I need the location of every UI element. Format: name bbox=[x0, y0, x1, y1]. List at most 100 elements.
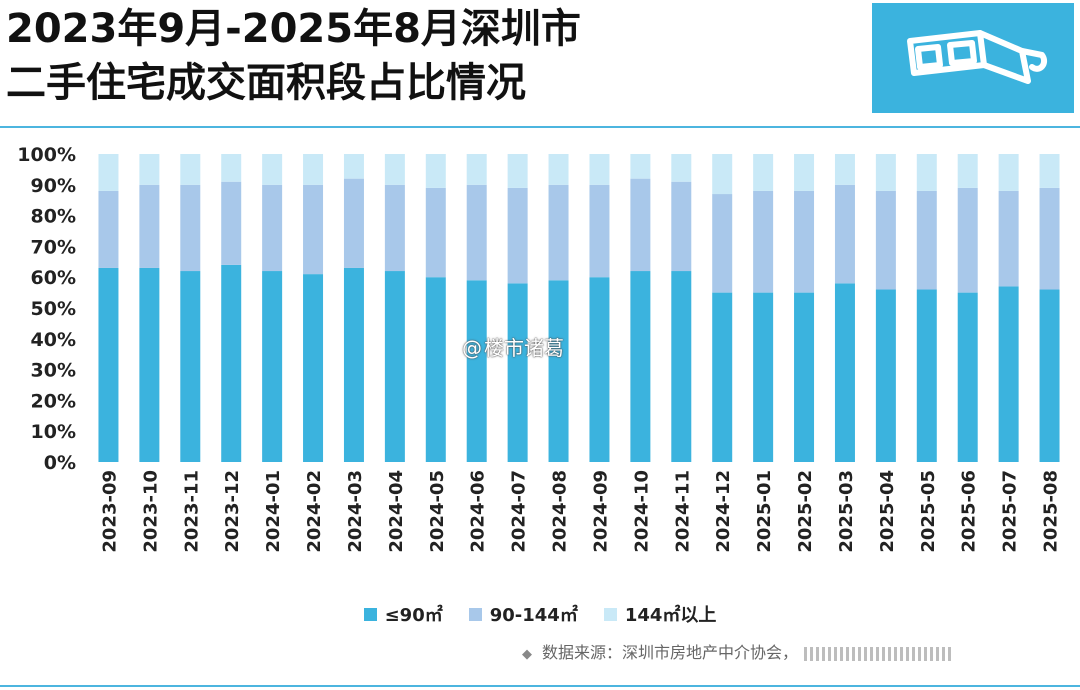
x-tick-label: 2025-07 bbox=[1000, 470, 1021, 553]
x-tick-label: 2024-11 bbox=[672, 470, 693, 553]
bar-segment bbox=[671, 154, 692, 182]
bar-segment bbox=[384, 154, 405, 185]
x-tick-label: 2024-10 bbox=[631, 470, 652, 553]
watermark-text: 楼市诸葛 bbox=[484, 336, 564, 360]
legend-swatch bbox=[603, 607, 617, 621]
bar-segment bbox=[957, 292, 978, 462]
bar-segment bbox=[1039, 187, 1060, 290]
bar-segment bbox=[671, 271, 692, 462]
legend-label: 90-144㎡ bbox=[489, 605, 578, 626]
data-source-note: ◆ 数据来源：深圳市房地产中介协会， bbox=[522, 640, 955, 666]
bar-segment bbox=[957, 187, 978, 293]
bar-segment bbox=[630, 154, 651, 179]
bars bbox=[98, 154, 1060, 462]
y-tick-label: 90% bbox=[31, 175, 76, 197]
brand-logo bbox=[872, 3, 1074, 113]
x-tick-label: 2024-07 bbox=[509, 470, 530, 553]
y-tick-label: 80% bbox=[31, 206, 76, 228]
bar-segment bbox=[384, 184, 405, 272]
bar-segment bbox=[998, 190, 1019, 287]
x-tick-label: 2025-05 bbox=[918, 470, 939, 553]
bar-segment bbox=[548, 184, 569, 281]
stacked-bar-chart: 0% 10% 20% 30% 40% 50% 60% 70% 80% 90% 100% 2023-0… bbox=[17, 144, 1061, 553]
x-tick-label: 2024-01 bbox=[263, 470, 284, 553]
bar-segment bbox=[548, 154, 569, 185]
obscured-source-text bbox=[804, 646, 955, 661]
bar-segment bbox=[98, 267, 119, 462]
bar-segment bbox=[425, 187, 446, 278]
bar-segment bbox=[834, 283, 855, 462]
legend-label: 144㎡以上 bbox=[624, 605, 717, 626]
x-tick-label: 2024-12 bbox=[713, 470, 734, 553]
x-tick-label: 2023-09 bbox=[99, 470, 120, 553]
bar-segment bbox=[466, 154, 487, 185]
watermark-at: @ bbox=[462, 336, 482, 360]
legend: ≤90㎡ 90-144㎡ 144㎡以上 bbox=[0, 600, 1080, 628]
bar-segment bbox=[834, 154, 855, 185]
bar-segment bbox=[1039, 289, 1060, 462]
bar-segment bbox=[303, 274, 324, 462]
3d-glasses-icon bbox=[907, 30, 1048, 84]
x-tick-label: 2023-12 bbox=[222, 470, 243, 553]
bar-segment bbox=[712, 292, 733, 462]
bar-segment bbox=[343, 154, 364, 179]
source-label: 数据来源：深圳市房地产中介协会， bbox=[542, 643, 799, 662]
bar-segment bbox=[221, 264, 242, 462]
x-tick-label: 2025-04 bbox=[877, 470, 898, 553]
header-divider bbox=[0, 126, 1080, 128]
y-tick-label: 100% bbox=[17, 144, 76, 166]
x-tick-label: 2024-05 bbox=[427, 470, 448, 553]
x-axis: 2023-09 2023-10 2023-11 2023-12 2024-01 2024-… bbox=[99, 470, 1061, 553]
bar-segment bbox=[712, 194, 733, 293]
x-tick-label: 2024-03 bbox=[345, 470, 366, 553]
y-tick-label: 20% bbox=[31, 390, 76, 412]
bar-segment bbox=[671, 181, 692, 272]
bar-segment bbox=[139, 267, 160, 462]
y-tick-label: 50% bbox=[31, 298, 76, 320]
bar-segment bbox=[303, 184, 324, 275]
bar-segment bbox=[343, 267, 364, 462]
bar-segment bbox=[507, 187, 528, 284]
bar-segment bbox=[262, 184, 283, 272]
bar-segment bbox=[998, 286, 1019, 462]
bar-segment bbox=[712, 154, 733, 195]
x-tick-label: 2024-08 bbox=[550, 470, 571, 553]
footer-divider bbox=[0, 685, 1080, 687]
bar-segment bbox=[957, 154, 978, 188]
x-tick-label: 2023-11 bbox=[181, 470, 202, 553]
bar-segment bbox=[916, 190, 937, 290]
y-axis: 0% 10% 20% 30% 40% 50% 60% 70% 80% 90% 100% bbox=[17, 144, 76, 474]
bar-segment bbox=[875, 154, 896, 191]
legend-swatch bbox=[363, 607, 377, 621]
bar-segment bbox=[139, 154, 160, 185]
y-tick-label: 10% bbox=[31, 421, 76, 443]
legend-item-over-144: 144㎡以上 bbox=[603, 601, 717, 627]
chart-title: 2023年9月-2025年8月深圳市 二手住宅成交面积段占比情况 bbox=[6, 2, 706, 110]
x-tick-label: 2024-09 bbox=[590, 470, 611, 553]
bar-segment bbox=[180, 184, 201, 272]
bar-segment bbox=[794, 190, 815, 293]
x-tick-label: 2024-04 bbox=[386, 470, 407, 553]
bar-segment bbox=[875, 289, 896, 462]
bar-segment bbox=[630, 271, 651, 462]
bar-segment bbox=[589, 154, 610, 185]
bar-segment bbox=[98, 154, 119, 191]
bar-segment bbox=[425, 154, 446, 188]
x-tick-label: 2025-02 bbox=[795, 470, 816, 553]
bar-segment bbox=[916, 154, 937, 191]
y-tick-label: 70% bbox=[31, 236, 76, 258]
legend-item-90-144: 90-144㎡ bbox=[468, 601, 578, 627]
y-tick-label: 40% bbox=[31, 329, 76, 351]
weibo-watermark: @ 楼市诸葛 bbox=[462, 334, 564, 362]
title-line-1: 2023年9月-2025年8月深圳市 bbox=[6, 6, 581, 52]
bar-segment bbox=[998, 154, 1019, 191]
bar-segment bbox=[466, 280, 487, 462]
legend-label: ≤90㎡ bbox=[384, 605, 443, 626]
bar-segment bbox=[589, 184, 610, 278]
bar-segment bbox=[753, 154, 774, 191]
bar-segment bbox=[589, 277, 610, 462]
x-tick-label: 2025-03 bbox=[836, 470, 857, 553]
bar-segment bbox=[139, 184, 160, 268]
bar-segment bbox=[221, 154, 242, 182]
bar-segment bbox=[425, 277, 446, 462]
